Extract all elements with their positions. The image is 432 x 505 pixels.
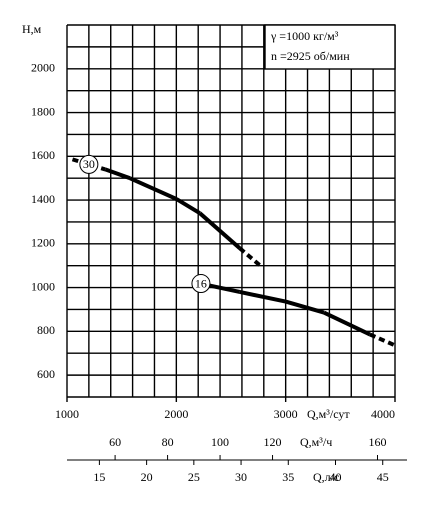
x3-tick-label: 20 bbox=[141, 470, 153, 484]
y-tick-label: 2000 bbox=[31, 61, 55, 75]
x-tick-label: 3000 bbox=[274, 407, 298, 421]
curve-segment bbox=[129, 176, 178, 201]
x-tick-label: 1000 bbox=[55, 407, 79, 421]
x3-tick-label: 25 bbox=[188, 470, 200, 484]
legend-label: 30 bbox=[83, 157, 95, 171]
curve-segment bbox=[71, 157, 106, 172]
curve-segment bbox=[238, 246, 263, 269]
legend-label: 16 bbox=[195, 276, 207, 290]
y-tick-label: 1200 bbox=[31, 236, 55, 250]
x2-tick-label: 100 bbox=[211, 435, 229, 449]
y-tick-label: 600 bbox=[37, 367, 55, 381]
curve-label-circle bbox=[79, 154, 99, 174]
x2-tick-label: 160 bbox=[368, 435, 386, 449]
curve-segment bbox=[369, 332, 396, 348]
x3-tick-label: 40 bbox=[330, 470, 342, 484]
x-axis-label: Q,м³/сут bbox=[307, 407, 350, 421]
curve-segment bbox=[239, 290, 287, 304]
x2-tick-label: 80 bbox=[162, 435, 174, 449]
x2-tick-label: 120 bbox=[264, 435, 282, 449]
x3-tick-label: 45 bbox=[377, 470, 389, 484]
x3-tick-label: 15 bbox=[93, 470, 105, 484]
y-tick-label: 1800 bbox=[31, 104, 55, 118]
annotation: γ =1000 кг/м³ bbox=[270, 29, 339, 43]
annotation-box bbox=[264, 24, 396, 70]
annotation: n =2925 об/мин bbox=[271, 49, 350, 63]
curve-segment bbox=[198, 211, 242, 250]
curve-segment bbox=[208, 283, 241, 294]
x2-tick-label: 60 bbox=[109, 435, 121, 449]
curve-segment bbox=[175, 197, 201, 215]
y-tick-label: 800 bbox=[37, 323, 55, 337]
x3-axis-label: Q,л/с bbox=[313, 470, 339, 484]
curve-label-circle bbox=[191, 274, 211, 294]
y-tick-label: 1400 bbox=[31, 192, 55, 206]
x-tick-label: 2000 bbox=[164, 407, 188, 421]
curve-segment bbox=[323, 310, 371, 337]
x3-tick-label: 30 bbox=[235, 470, 247, 484]
curve-segment bbox=[104, 167, 131, 181]
y-tick-label: 1000 bbox=[31, 279, 55, 293]
x3-tick-label: 35 bbox=[282, 470, 294, 484]
x-tick-label: 4000 bbox=[371, 407, 395, 421]
x2-axis-label: Q,м³/ч bbox=[300, 435, 332, 449]
y-axis-label: Н,м bbox=[22, 22, 42, 36]
y-tick-label: 1600 bbox=[31, 148, 55, 162]
curve-segment bbox=[285, 299, 325, 315]
